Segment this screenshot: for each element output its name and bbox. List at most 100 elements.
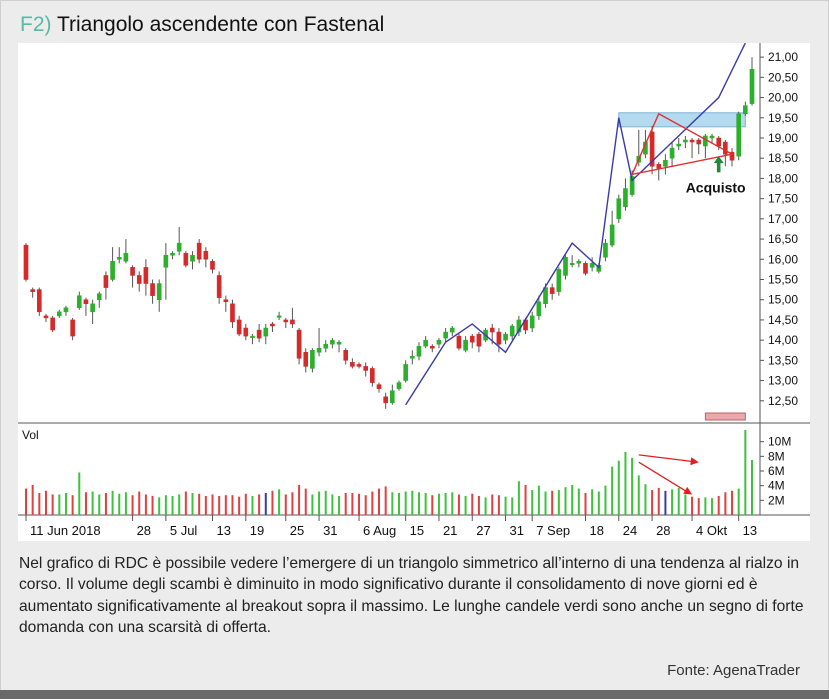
candle-down [223,299,229,302]
price-tick-label: 17,50 [768,192,798,206]
volume-bar [378,488,381,515]
volume-bar [311,494,314,515]
candle-down [689,139,695,143]
candle-down [343,349,349,361]
price-tick-label: 14,00 [768,333,798,347]
volume-bar [164,495,167,515]
candle-down [376,384,382,389]
figure-tag: F2) [20,13,52,36]
candle-up [556,269,562,292]
candle-up [96,293,102,300]
volume-bar [25,488,27,515]
candle-up [63,307,69,313]
volume-bar [104,493,107,515]
volume-bar [318,491,321,515]
candle-down [150,283,155,296]
candle-up [403,364,408,381]
price-tick-label: 18,00 [768,171,798,185]
volume-bar [444,493,447,515]
volume-bar [338,495,341,515]
price-tick-label: 20,00 [768,91,798,105]
price-tick-label: 19,50 [768,111,798,125]
volume-bar [64,493,67,515]
volume-bar [244,493,247,515]
volume-bar [371,491,374,515]
x-tick-label: 31 [510,523,524,538]
candle-down [130,267,135,276]
volume-bar [491,494,494,515]
candle-up [536,301,542,317]
candle-down [649,131,655,167]
candle-down [296,329,302,359]
volume-bar [531,490,534,515]
volume-bar [351,493,354,515]
volume-bar [437,493,440,515]
candle-up [390,390,395,404]
candle-down [696,139,702,145]
volume-bar [417,492,420,515]
candlestick-chart: 12,50 13,00 13,50 14,00 14,50 15,00 15,50 16,00… [18,43,810,538]
volume-bar [291,492,294,515]
volume-bar [51,494,54,515]
candle-up [163,254,169,268]
x-tick-label: 5 Jul [170,523,198,538]
candle-down [290,319,295,325]
candle-down [256,329,262,339]
candle-up [709,135,715,139]
volume-bar [611,466,614,515]
candle-up [396,382,402,389]
candle-down [356,364,362,367]
volume-bar [384,486,387,515]
price-tick-label: 19,00 [768,131,798,145]
x-tick-label: 24 [623,523,637,538]
symmetric-triangle [630,112,735,176]
volume-bar [391,492,394,515]
volume-bar [304,488,307,515]
volume-tick-label: 10M [768,435,791,449]
volume-bar [597,491,600,515]
candle-down [23,244,29,280]
candle-down [429,345,435,349]
volume-bar [451,492,454,515]
volume-bar [644,484,647,515]
candle-up [749,69,755,104]
candle-down [456,335,462,349]
candle-up [563,257,568,276]
price-tick-label: 12,50 [768,394,798,408]
price-tick-label: 16,50 [768,232,798,246]
candle-up [110,261,115,280]
volume-bar [38,493,41,515]
volume-bar [58,494,61,515]
candle-down [50,317,55,331]
chart-area: 12,50 13,00 13,50 14,00 14,50 15,00 15,50 16,00… [18,43,810,541]
volume-arrow-head [690,457,699,466]
candle-up [663,159,668,167]
volume-bar [737,488,740,515]
candle-down [230,303,235,323]
candle-up [416,345,422,357]
volume-bar [324,490,327,515]
candle-up [509,325,515,337]
candle-down [549,287,555,294]
candle-up [743,105,748,114]
volume-bar [524,484,527,515]
volume-bar [557,490,560,515]
volume-bar [744,429,747,515]
volume-bar [631,457,634,515]
volume-bar [677,487,680,515]
volume-bar [604,485,607,515]
figure-title-text: Triangolo ascendente con Fastenal [56,13,385,36]
candle-down [30,289,35,292]
volume-bar [364,495,367,515]
candle-down [370,368,375,383]
volume-bar [751,460,753,515]
volume-bar [497,495,500,515]
volume-bar [278,489,281,515]
volume-bar [537,485,540,515]
volume-bar [271,490,274,515]
candle-down [83,299,89,305]
volume-bar [464,495,467,515]
candle-up [263,327,269,337]
candle-up [576,261,582,264]
